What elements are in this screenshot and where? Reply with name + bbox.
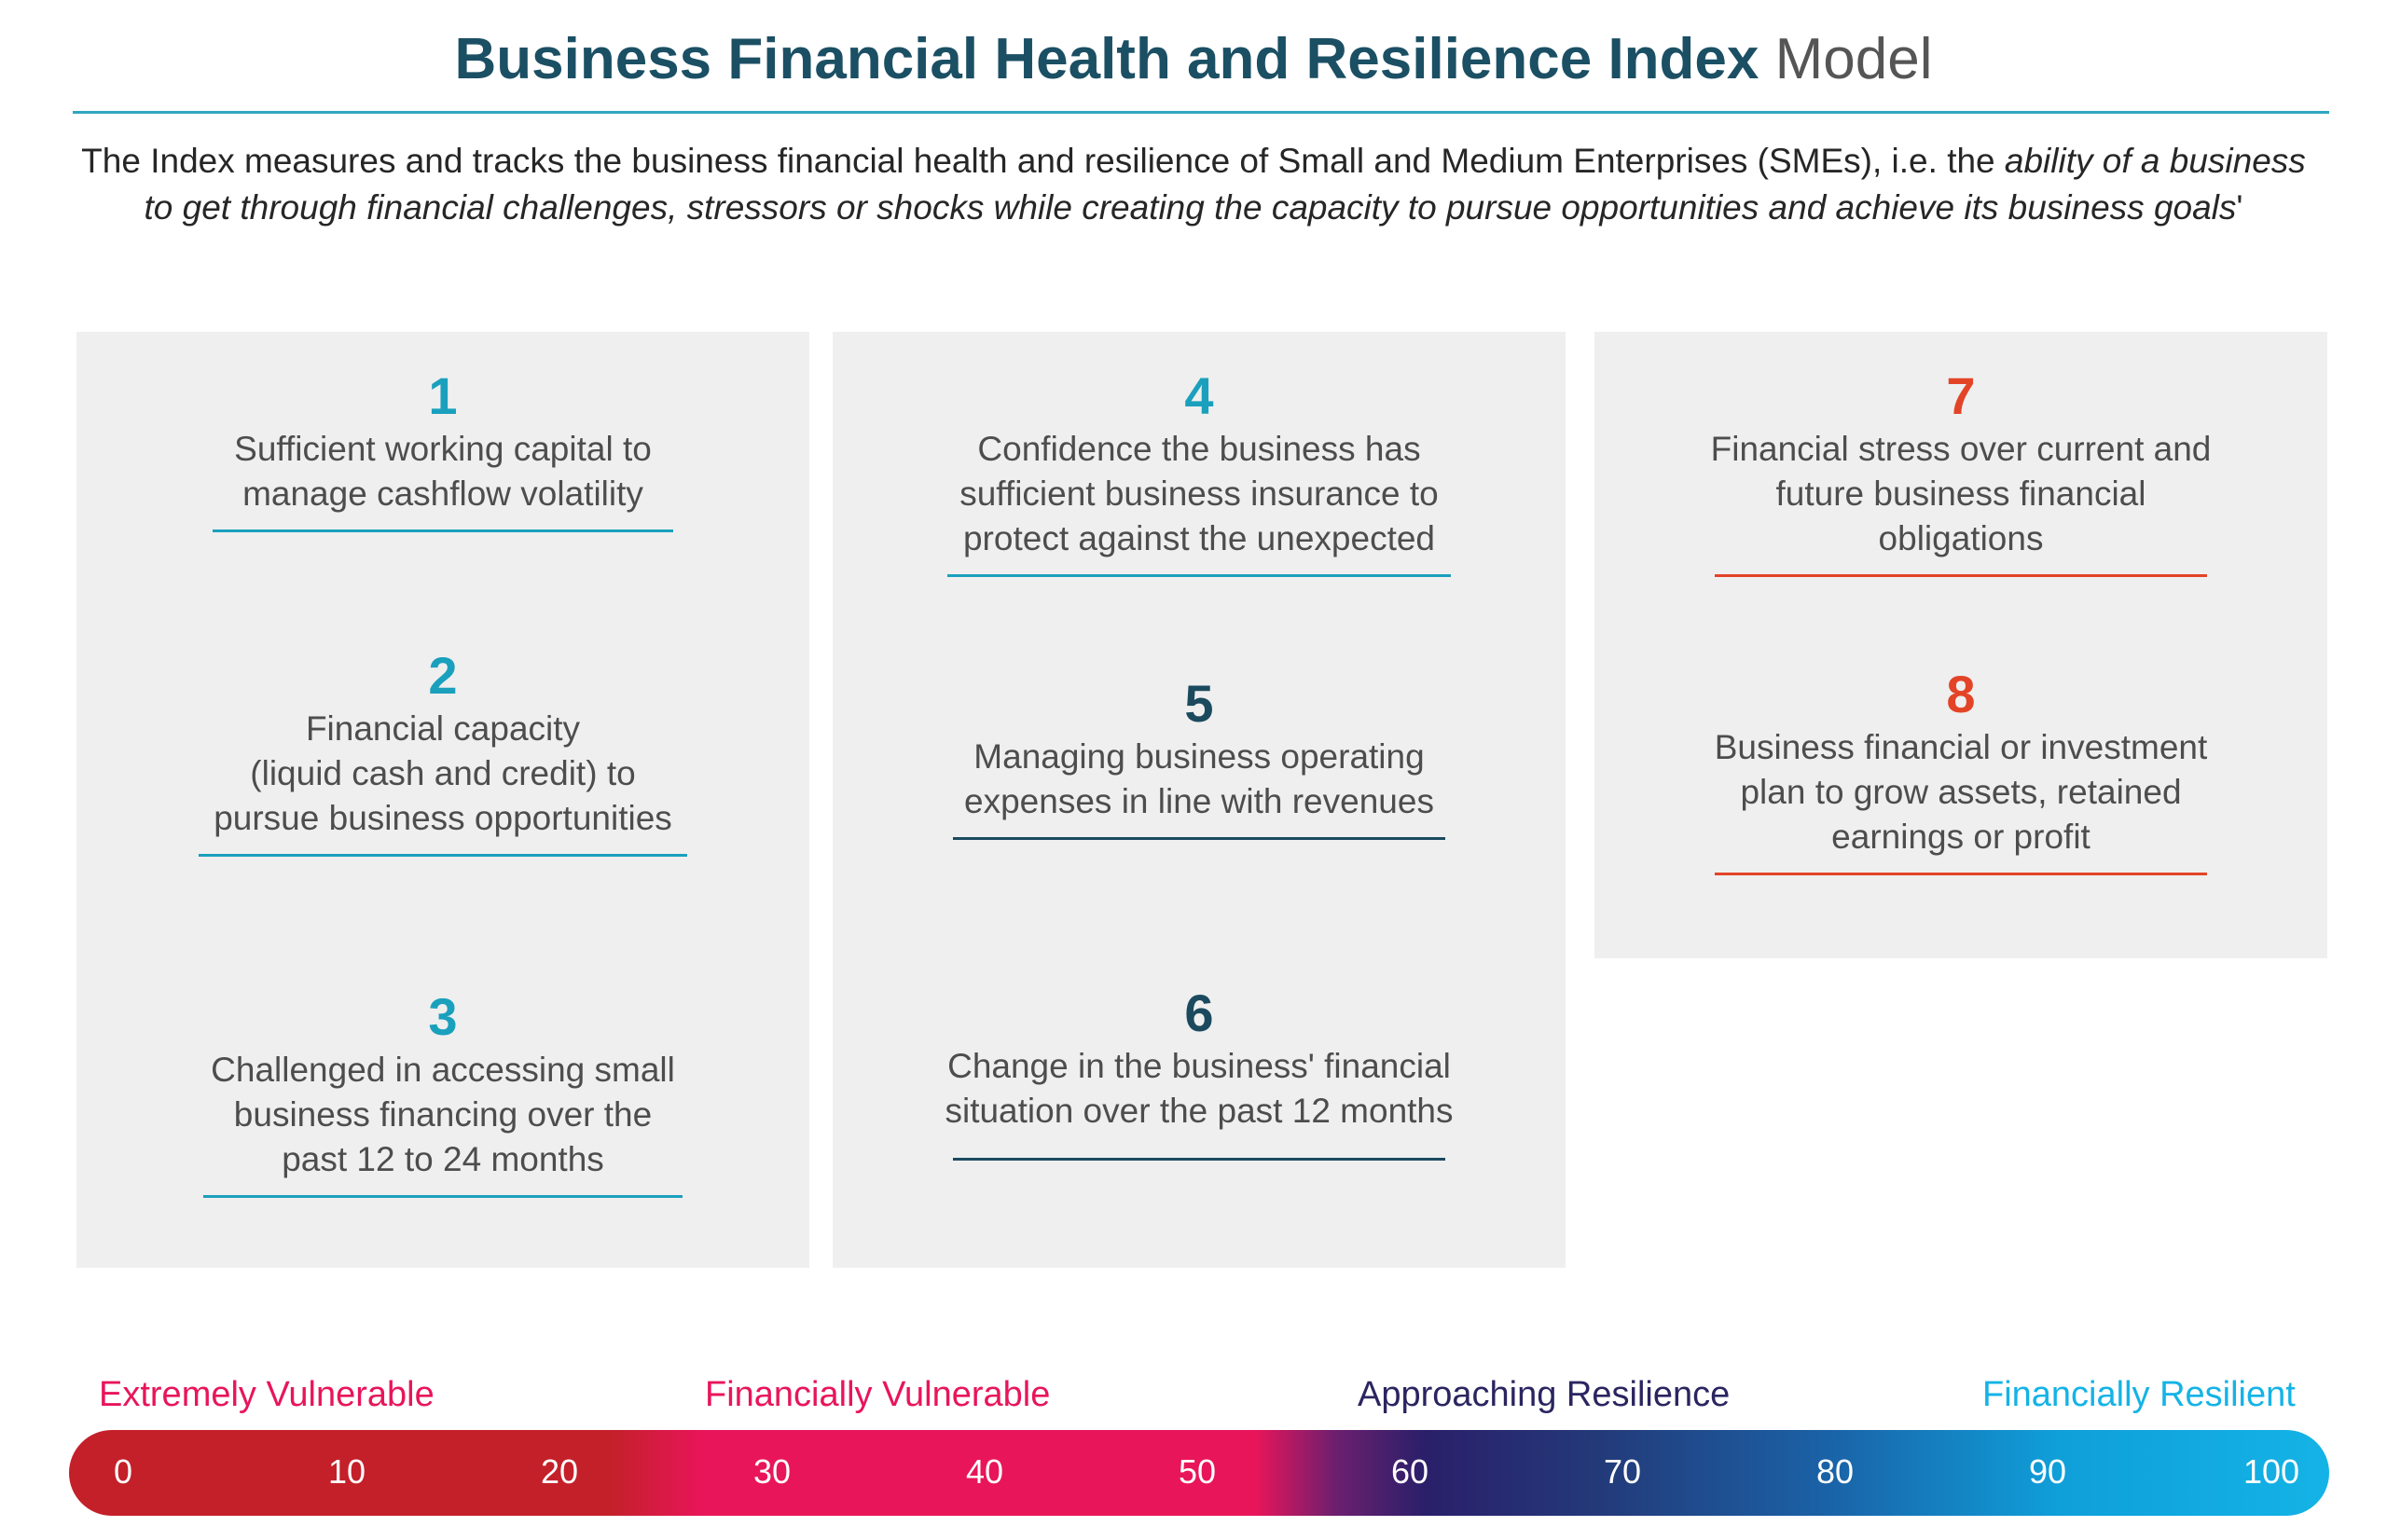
indicator-number: 3 bbox=[428, 987, 458, 1046]
indicator-text-line: pursue business opportunities bbox=[214, 799, 672, 837]
scale-tick: 60 bbox=[1390, 1452, 1429, 1491]
indicator-text: Sufficient working capital to manage cas… bbox=[76, 427, 809, 516]
indicator-1: 1 Sufficient working capital to manage c… bbox=[76, 367, 809, 532]
indicator-text-line: situation over the past 12 months bbox=[945, 1092, 1454, 1130]
title-light: Model bbox=[1774, 27, 1933, 91]
intro-line-2: to get through financial challenges, str… bbox=[37, 185, 2350, 231]
scale-tick: 100 bbox=[2242, 1452, 2300, 1491]
indicator-text: Financial capacity (liquid cash and cred… bbox=[76, 707, 809, 841]
indicator-text: Change in the business' financial situat… bbox=[833, 1044, 1566, 1134]
indicator-number: 2 bbox=[428, 646, 458, 705]
indicator-text-line: Change in the business' financial bbox=[947, 1047, 1451, 1085]
indicator-text: Business financial or investment plan to… bbox=[1594, 725, 2327, 859]
title-divider bbox=[73, 111, 2329, 114]
indicator-text-line: earnings or profit bbox=[1831, 818, 2090, 856]
intro-line-2-plain: ' bbox=[2236, 188, 2243, 227]
indicator-text: Managing business operating expenses in … bbox=[833, 735, 1566, 824]
indicator-text-line: (liquid cash and credit) to bbox=[250, 754, 636, 792]
indicator-text-line: sufficient business insurance to bbox=[959, 474, 1439, 513]
indicator-underline bbox=[213, 529, 673, 532]
indicator-number: 7 bbox=[1946, 366, 1976, 425]
intro-line-1: The Index measures and tracks the busine… bbox=[37, 138, 2350, 185]
indicator-7: 7 Financial stress over current and futu… bbox=[1594, 367, 2327, 577]
scale-tick: 0 bbox=[113, 1452, 133, 1491]
indicator-5: 5 Managing business operating expenses i… bbox=[833, 675, 1566, 840]
indicator-number: 6 bbox=[1184, 983, 1214, 1042]
indicator-number: 1 bbox=[428, 366, 458, 425]
indicator-text: Confidence the business has sufficient b… bbox=[833, 427, 1566, 561]
indicator-underline bbox=[953, 1158, 1445, 1161]
indicator-underline bbox=[953, 837, 1445, 840]
indicator-text-line: plan to grow assets, retained bbox=[1740, 773, 2182, 811]
indicator-text-line: Financial capacity bbox=[305, 709, 581, 748]
indicator-underline bbox=[199, 854, 687, 857]
scale-label-financially-vulnerable: Financially Vulnerable bbox=[705, 1375, 1051, 1414]
indicator-text-line: obligations bbox=[1878, 519, 2044, 557]
indicator-text-line: manage cashflow volatility bbox=[242, 474, 643, 513]
scale-label-approaching-resilience: Approaching Resilience bbox=[1358, 1375, 1731, 1414]
resilience-scale-bar bbox=[69, 1430, 2329, 1516]
indicator-2: 2 Financial capacity (liquid cash and cr… bbox=[76, 647, 809, 857]
scale-label-financially-resilient: Financially Resilient bbox=[1982, 1375, 2296, 1414]
indicator-text-line: future business financial bbox=[1775, 474, 2146, 513]
page-title: Business Financial Health and Resilience… bbox=[0, 24, 2387, 95]
indicator-text-line: expenses in line with revenues bbox=[964, 782, 1434, 820]
intro-line-1-plain: The Index measures and tracks the busine… bbox=[81, 142, 2005, 180]
scale-tick: 70 bbox=[1603, 1452, 1642, 1491]
indicator-text-line: Business financial or investment bbox=[1714, 728, 2208, 766]
scale-tick: 10 bbox=[327, 1452, 366, 1491]
indicator-text: Challenged in accessing small business f… bbox=[76, 1048, 809, 1182]
indicator-underline bbox=[1715, 873, 2207, 875]
indicator-text-line: past 12 to 24 months bbox=[282, 1140, 604, 1178]
scale-tick: 80 bbox=[1815, 1452, 1855, 1491]
indicator-text-line: Challenged in accessing small bbox=[211, 1051, 675, 1089]
indicator-text-line: Sufficient working capital to bbox=[234, 430, 652, 468]
intro-line-2-italic: to get through financial challenges, str… bbox=[144, 188, 2237, 227]
scale-tick: 20 bbox=[540, 1452, 579, 1491]
panel-column-3: 7 Financial stress over current and futu… bbox=[1594, 332, 2327, 958]
indicator-3: 3 Challenged in accessing small business… bbox=[76, 988, 809, 1198]
intro-text: The Index measures and tracks the busine… bbox=[37, 138, 2350, 231]
indicator-underline bbox=[947, 574, 1451, 577]
indicator-8: 8 Business financial or investment plan … bbox=[1594, 666, 2327, 875]
indicator-text: Financial stress over current and future… bbox=[1594, 427, 2327, 561]
intro-line-1-italic: ability of a business bbox=[2004, 142, 2306, 180]
scale-tick: 40 bbox=[965, 1452, 1004, 1491]
indicator-text-line: business financing over the bbox=[233, 1095, 653, 1134]
scale-label-extremely-vulnerable: Extremely Vulnerable bbox=[99, 1375, 435, 1414]
scale-tick: 30 bbox=[752, 1452, 792, 1491]
indicator-text-line: Confidence the business has bbox=[977, 430, 1421, 468]
indicator-text-line: protect against the unexpected bbox=[962, 519, 1436, 557]
indicator-number: 4 bbox=[1184, 366, 1214, 425]
indicator-4: 4 Confidence the business has sufficient… bbox=[833, 367, 1566, 577]
panel-column-1: 1 Sufficient working capital to manage c… bbox=[76, 332, 809, 1268]
panel-column-2: 4 Confidence the business has sufficient… bbox=[833, 332, 1566, 1268]
indicator-number: 5 bbox=[1184, 674, 1214, 733]
title-bold: Business Financial Health and Resilience… bbox=[454, 27, 1759, 91]
indicator-text-line: Financial stress over current and bbox=[1710, 430, 2212, 468]
indicator-underline bbox=[1715, 574, 2207, 577]
scale-tick: 50 bbox=[1178, 1452, 1217, 1491]
indicator-underline bbox=[203, 1195, 683, 1198]
indicator-6: 6 Change in the business' financial situ… bbox=[833, 984, 1566, 1161]
indicator-text-line: Managing business operating bbox=[973, 737, 1425, 776]
indicator-number: 8 bbox=[1946, 665, 1976, 723]
scale-tick: 90 bbox=[2028, 1452, 2067, 1491]
